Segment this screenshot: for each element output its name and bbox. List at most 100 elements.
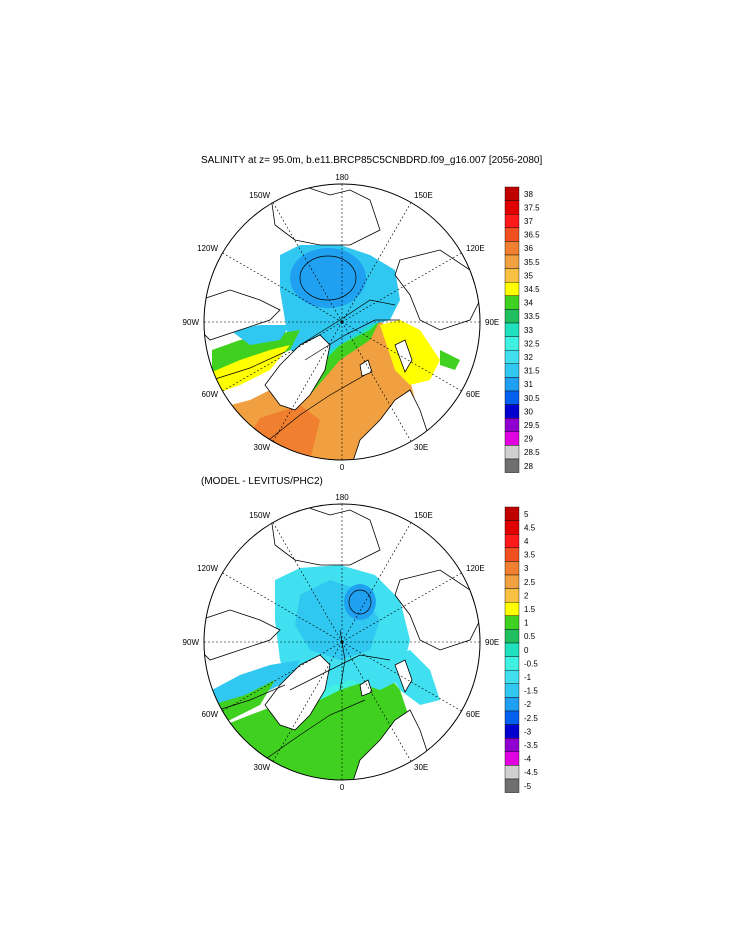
panel2-lon-30E-label: 30E bbox=[414, 763, 428, 772]
panel1-colorbar-swatch bbox=[504, 390, 520, 405]
panel1-colorbar-label: 29.5 bbox=[524, 421, 540, 430]
panel1-lon-0-label: 0 bbox=[340, 463, 345, 472]
panel1-colorbar-swatch bbox=[504, 404, 520, 419]
panel1-colorbar-label: 37 bbox=[524, 217, 533, 226]
panel1-colorbar-label: 36 bbox=[524, 244, 533, 253]
panel2-colorbar-swatch bbox=[504, 697, 520, 712]
panel2-colorbar-swatch bbox=[504, 656, 520, 671]
panel2-lon-60W-label: 60W bbox=[202, 710, 219, 719]
panel1-lon-120E-label: 120E bbox=[466, 244, 485, 253]
panel2-colorbar-label: 2 bbox=[524, 591, 529, 600]
panel1-colorbar-label: 32 bbox=[524, 353, 533, 362]
panel1-contours bbox=[211, 255, 400, 456]
panel1-colorbar-label: 33.5 bbox=[524, 312, 540, 321]
panel1-colorbar-swatch bbox=[504, 336, 520, 351]
panel1-colorbar-label: 31.5 bbox=[524, 367, 540, 376]
panel1-colorbar-label: 29 bbox=[524, 435, 533, 444]
panel2-colorbar-swatch bbox=[504, 629, 520, 644]
panel2-colorbar-label: -1.5 bbox=[524, 687, 538, 696]
panel1-colorbar-label: 38 bbox=[524, 190, 533, 199]
panel2-colorbar-label: 5 bbox=[524, 510, 529, 519]
panel2-colorbar-label: 0.5 bbox=[524, 632, 536, 641]
panel2-lon-120W-label: 120W bbox=[197, 564, 218, 573]
panel1-colorbar-swatch bbox=[504, 377, 520, 392]
panel1-lon-180-label: 180 bbox=[335, 173, 349, 182]
panel1-colorbar-swatch bbox=[504, 322, 520, 337]
panel2-colorbar-swatch bbox=[504, 738, 520, 753]
panel1-colorbar-label: 28 bbox=[524, 462, 533, 471]
panel1-colorbar-label: 32.5 bbox=[524, 339, 540, 348]
panel2-colorbar-label: -0.5 bbox=[524, 659, 538, 668]
panel1-colorbar-label: 30 bbox=[524, 407, 533, 416]
panel2-colorbar: 5 4.5 4 3.5 3 2.5 2 1.5 1 0.5 0 -0.5 -1 -1.5 -2 -2.5 -3 -… bbox=[504, 506, 538, 793]
panel2-colorbar-label: -3.5 bbox=[524, 741, 538, 750]
panel2-colorbar-label: 2.5 bbox=[524, 578, 536, 587]
panel2-colorbar-label: 1 bbox=[524, 619, 529, 628]
panel2-lon-150W-label: 150W bbox=[249, 511, 270, 520]
panel2-land bbox=[204, 504, 480, 780]
panel2-colorbar-label: -5 bbox=[524, 782, 532, 791]
panel1-title: SALINITY at z= 95.0m, b.e11.BRCP85C5CNBD… bbox=[201, 155, 543, 166]
panel1-lon-150E-label: 150E bbox=[414, 191, 433, 200]
panel2-contours bbox=[211, 589, 391, 771]
panel1-lon-90W-label: 90W bbox=[183, 318, 200, 327]
panel2-lon-120E-label: 120E bbox=[466, 564, 485, 573]
panel2-colorbar-label: -1 bbox=[524, 673, 532, 682]
panel1-colorbar-swatch bbox=[504, 309, 520, 324]
panel2-colorbar-swatch bbox=[504, 506, 520, 521]
panel1-colorbar-swatch bbox=[504, 458, 520, 473]
panel1-lon-120W-label: 120W bbox=[197, 244, 218, 253]
panel2-lon-60E-label: 60E bbox=[466, 710, 480, 719]
panel1-lon-90E-label: 90E bbox=[485, 318, 499, 327]
panel2-lon-180-label: 180 bbox=[335, 493, 349, 502]
panel1-colorbar-swatch bbox=[504, 241, 520, 256]
panel1-colorbar-swatch bbox=[504, 431, 520, 446]
panel2-colorbar-label: 4 bbox=[524, 537, 529, 546]
panel2-colorbar-swatch bbox=[504, 574, 520, 589]
panel1-colorbar-swatch bbox=[504, 350, 520, 365]
panel2-colorbar-label: -2 bbox=[524, 700, 532, 709]
panel1-graticule bbox=[204, 184, 480, 460]
panel1-colorbar-label: 30.5 bbox=[524, 394, 540, 403]
panel1-lon-30E-label: 30E bbox=[414, 443, 428, 452]
panel1-land bbox=[204, 184, 480, 460]
panel2-colorbar-swatch bbox=[504, 561, 520, 576]
panel2-colorbar-swatch bbox=[504, 588, 520, 603]
panel2-colorbar-label: 3 bbox=[524, 564, 529, 573]
panel1-lon-150W-label: 150W bbox=[249, 191, 270, 200]
panel2-colorbar-label: 1.5 bbox=[524, 605, 536, 614]
panel1-colorbar-swatch bbox=[504, 268, 520, 283]
panel1-colorbar-swatch bbox=[504, 282, 520, 297]
panel2-lon-150E-label: 150E bbox=[414, 511, 433, 520]
panel2-colorbar-label: -4.5 bbox=[524, 768, 538, 777]
panel1-colorbar-label: 36.5 bbox=[524, 231, 540, 240]
panel1-colorbar-swatch bbox=[504, 186, 520, 201]
panel2-colorbar-swatch bbox=[504, 724, 520, 739]
panel1-colorbar-swatch bbox=[504, 200, 520, 215]
panel1-colorbar-swatch bbox=[504, 445, 520, 460]
panel1-colorbar-label: 35 bbox=[524, 271, 533, 280]
panel2-colorbar-swatch bbox=[504, 751, 520, 766]
panel1-colorbar-label: 35.5 bbox=[524, 258, 540, 267]
panel2-colorbar-label: 4.5 bbox=[524, 523, 536, 532]
panel2-lon-90E-label: 90E bbox=[485, 638, 499, 647]
panel2-lon-30W-label: 30W bbox=[254, 763, 271, 772]
panel1-colorbar-label: 34.5 bbox=[524, 285, 540, 294]
panel1-map: 180 150E 120E 90E 60E 30E 0 30W 60W 90W … bbox=[183, 173, 500, 472]
panel2-colorbar-swatch bbox=[504, 765, 520, 780]
panel2-colorbar-swatch bbox=[504, 778, 520, 793]
panel1-lon-30W-label: 30W bbox=[254, 443, 271, 452]
panel2-lon-90W-label: 90W bbox=[183, 638, 200, 647]
panel1-colorbar-swatch bbox=[504, 213, 520, 228]
panel1-lon-60E-label: 60E bbox=[466, 390, 480, 399]
panel2-graticule bbox=[204, 504, 480, 780]
panel1-colorbar-swatch bbox=[504, 227, 520, 242]
panel2-colorbar-swatch bbox=[504, 615, 520, 630]
panel2-title: (MODEL - LEVITUS/PHC2) bbox=[201, 476, 323, 487]
panel1-colorbar-label: 37.5 bbox=[524, 203, 540, 212]
panel2-map: 180 150E 120E 90E 60E 30E 0 30W 60W 90W … bbox=[183, 493, 500, 792]
panel1-colorbar-label: 31 bbox=[524, 380, 533, 389]
panel1-colorbar: 38 37.5 37 36.5 36 35.5 35 34.5 34 33.5 33 32.5 32 31… bbox=[504, 186, 540, 473]
panel2-colorbar-label: 3.5 bbox=[524, 551, 536, 560]
